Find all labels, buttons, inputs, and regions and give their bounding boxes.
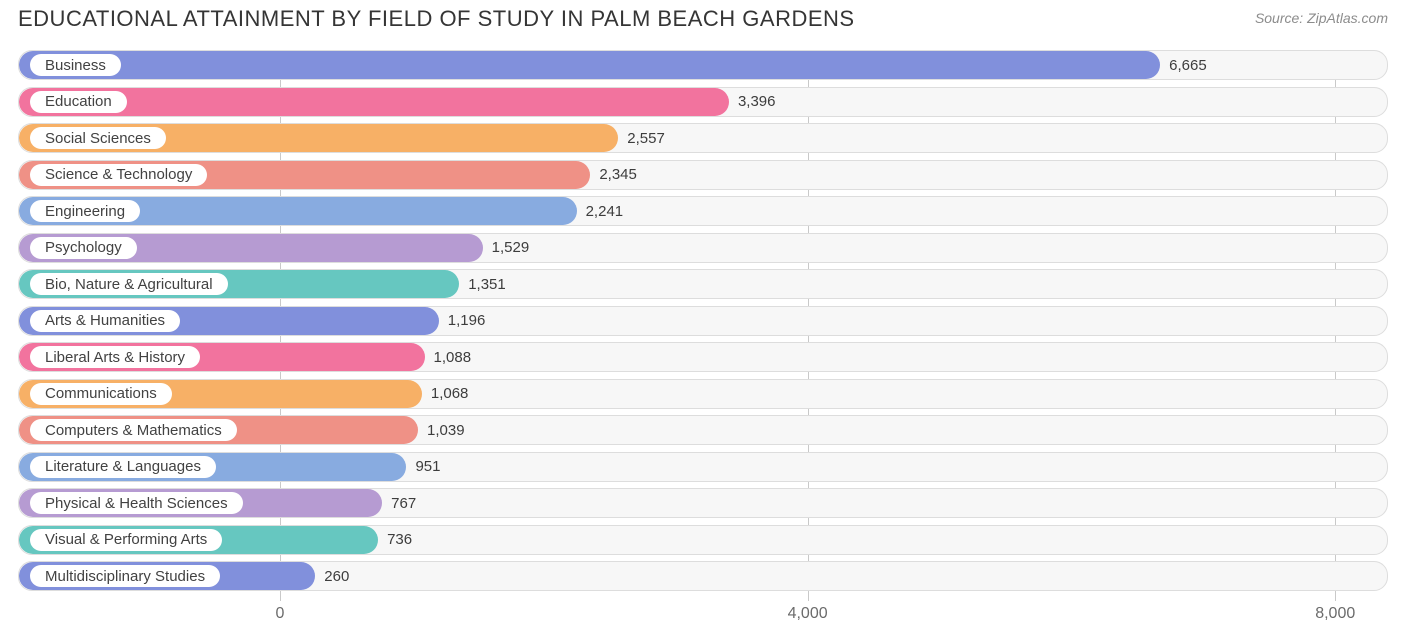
bar-value: 2,241 <box>576 196 624 226</box>
bar-track <box>18 196 1388 226</box>
bar-track <box>18 342 1388 372</box>
bar-row: Visual & Performing Arts 736 <box>18 525 1388 555</box>
bar-label: Communications <box>30 383 172 405</box>
bar-row: Physical & Health Sciences 767 <box>18 488 1388 518</box>
bar-label: Science & Technology <box>30 164 207 186</box>
bar-label: Business <box>30 54 121 76</box>
bar-row: Business 6,665 <box>18 50 1388 80</box>
bar-label: Social Sciences <box>30 127 166 149</box>
bar-track <box>18 87 1388 117</box>
bar-track <box>18 160 1388 190</box>
x-axis-tick: 4,000 <box>788 605 828 623</box>
bar-track <box>18 452 1388 482</box>
bar-track <box>18 379 1388 409</box>
bar-label: Psychology <box>30 237 137 259</box>
bar-label: Arts & Humanities <box>30 310 180 332</box>
bar-row: Arts & Humanities 1,196 <box>18 306 1388 336</box>
bar-label: Liberal Arts & History <box>30 346 200 368</box>
bar-label: Literature & Languages <box>30 456 216 478</box>
bar-row: Science & Technology 2,345 <box>18 160 1388 190</box>
bar-label: Engineering <box>30 200 140 222</box>
bar-row: Liberal Arts & History 1,088 <box>18 342 1388 372</box>
bar-label: Multidisciplinary Studies <box>30 565 220 587</box>
bar-row: Bio, Nature & Agricultural 1,351 <box>18 269 1388 299</box>
bar-value: 951 <box>405 452 440 482</box>
bar-row: Literature & Languages 951 <box>18 452 1388 482</box>
bar-row: Multidisciplinary Studies 260 <box>18 561 1388 591</box>
bar-track <box>18 525 1388 555</box>
bar-track <box>18 233 1388 263</box>
chart-source: Source: ZipAtlas.com <box>1255 6 1388 26</box>
bar-fill <box>19 51 1160 79</box>
bar-track <box>18 123 1388 153</box>
bar-value: 1,529 <box>482 233 530 263</box>
bar-track <box>18 306 1388 336</box>
bar-value: 1,068 <box>421 379 469 409</box>
bar-label: Education <box>30 91 127 113</box>
bar-label: Bio, Nature & Agricultural <box>30 273 228 295</box>
bar-value: 2,345 <box>589 160 637 190</box>
bar-value: 1,196 <box>438 306 486 336</box>
bar-value: 260 <box>314 561 349 591</box>
bar-value: 767 <box>381 488 416 518</box>
bar-value: 6,665 <box>1159 50 1207 80</box>
bar-value: 1,088 <box>424 342 472 372</box>
bar-value: 736 <box>377 525 412 555</box>
bar-row: Communications 1,068 <box>18 379 1388 409</box>
x-axis-tick: 8,000 <box>1315 605 1355 623</box>
chart-title: EDUCATIONAL ATTAINMENT BY FIELD OF STUDY… <box>18 6 855 32</box>
bar-label: Physical & Health Sciences <box>30 492 243 514</box>
bar-track <box>18 561 1388 591</box>
chart-plot-area: Business 6,665 Education 3,396 Social Scienc… <box>18 50 1388 601</box>
x-axis-tick: 0 <box>276 605 285 623</box>
bar-value: 1,351 <box>458 269 506 299</box>
x-axis-labels: 0 4,000 8,000 <box>18 605 1388 625</box>
bar-label: Visual & Performing Arts <box>30 529 222 551</box>
bar-label: Computers & Mathematics <box>30 419 237 441</box>
bar-row: Education 3,396 <box>18 87 1388 117</box>
bar-row: Social Sciences 2,557 <box>18 123 1388 153</box>
bar-row: Psychology 1,529 <box>18 233 1388 263</box>
bar-value: 1,039 <box>417 415 465 445</box>
bar-value: 2,557 <box>617 123 665 153</box>
bar-row: Engineering 2,241 <box>18 196 1388 226</box>
bar-value: 3,396 <box>728 87 776 117</box>
bar-row: Computers & Mathematics 1,039 <box>18 415 1388 445</box>
